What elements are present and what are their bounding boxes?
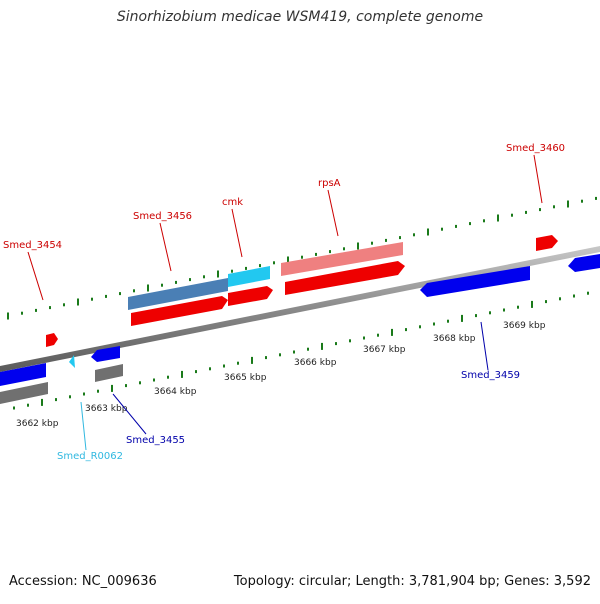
gene-cmk-rna[interactable] — [228, 266, 270, 287]
ruler-label-3663: 3663 kbp — [85, 404, 128, 414]
gene-smed-3460-cds[interactable] — [536, 235, 558, 251]
gene-cmk-cds[interactable] — [228, 286, 273, 306]
ruler-label-3669: 3669 kbp — [503, 321, 546, 331]
genome-summary-text: Topology: circular; Length: 3,781,904 bp… — [233, 574, 591, 589]
accession-text: Accession: NC_009636 — [9, 574, 157, 589]
gene-rpsA-cds[interactable] — [285, 261, 405, 295]
gene-rpsA-light[interactable] — [281, 242, 403, 276]
gene-left-pseudo[interactable] — [0, 382, 48, 404]
label-smed-r0062[interactable]: Smed_R0062 — [57, 451, 123, 462]
ruler-label-3662: 3662 kbp — [16, 419, 59, 429]
gene-smed-r0062-rna[interactable] — [69, 355, 75, 368]
gene-smed-3459-cds[interactable] — [420, 266, 530, 297]
label-cmk[interactable]: cmk — [222, 197, 243, 208]
gene-right-edge-cds[interactable] — [568, 254, 600, 272]
gene-labels: Smed_3454 Smed_3456 cmk rpsA Smed_3460 S… — [3, 143, 565, 462]
label-smed-3455[interactable]: Smed_3455 — [126, 435, 185, 446]
map-title: Sinorhizobium medicae WSM419, complete g… — [116, 9, 484, 25]
reverse-strand-features — [0, 254, 600, 404]
ruler-label-3664: 3664 kbp — [154, 387, 197, 397]
gene-smed-3455-cds[interactable] — [91, 346, 120, 362]
ruler-label-3665: 3665 kbp — [224, 373, 267, 383]
ruler-label-3666: 3666 kbp — [294, 358, 337, 368]
label-smed-3459[interactable]: Smed_3459 — [461, 370, 520, 381]
gene-left-reverse-cds[interactable] — [0, 363, 46, 386]
gene-smed-3456-bar[interactable] — [128, 278, 228, 310]
ruler-label-3667: 3667 kbp — [363, 345, 406, 355]
ruler-ticks-reverse — [13, 291, 589, 410]
ruler-label-3668: 3668 kbp — [433, 334, 476, 344]
label-smed-3454[interactable]: Smed_3454 — [3, 240, 62, 251]
label-rpsA[interactable]: rpsA — [318, 178, 341, 189]
label-smed-3460[interactable]: Smed_3460 — [506, 143, 565, 154]
genome-backbone — [0, 246, 600, 372]
gene-smed-3456-cds[interactable] — [131, 296, 228, 326]
gene-smed-3454-cds[interactable] — [46, 333, 58, 347]
label-smed-3456[interactable]: Smed_3456 — [133, 211, 192, 222]
ruler-labels: 3662 kbp 3663 kbp 3664 kbp 3665 kbp 3666… — [16, 321, 546, 429]
gene-smed-3455-pseudo[interactable] — [95, 364, 123, 382]
ruler-ticks-forward — [7, 196, 597, 320]
forward-strand-features — [46, 235, 558, 347]
label-leaders — [27, 154, 543, 451]
